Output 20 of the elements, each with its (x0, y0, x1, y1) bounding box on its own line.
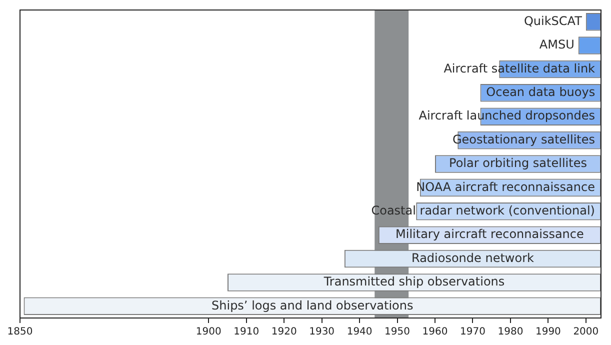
x-tick-label: 1960 (422, 326, 448, 338)
y-tick-label: Military aircraft reconnaissance (396, 227, 584, 242)
x-tick-label: 1910 (234, 326, 260, 338)
x-tick-label: 1950 (384, 326, 410, 338)
y-tick-label: Polar orbiting satellites (449, 156, 587, 170)
x-tick-label: 1850 (7, 326, 33, 338)
y-tick-label: Ocean data buoys (486, 85, 596, 100)
y-tick-label: QuikSCAT (524, 14, 583, 28)
x-tick-label: 1980 (498, 326, 524, 338)
x-tick-label: 1970 (460, 326, 486, 338)
x-tick-label: 1920 (271, 326, 297, 338)
y-tick-label: Radiosonde network (411, 250, 534, 265)
x-tick-label: 2000 (573, 326, 599, 338)
x-tick-label: 1990 (535, 326, 561, 338)
x-tick-label: 1900 (196, 326, 222, 338)
x-tick-label: 1930 (309, 326, 335, 338)
x-tick-label: 1940 (346, 326, 372, 338)
y-tick-label: Transmitted ship observations (322, 274, 505, 289)
y-tick-label: AMSU (539, 38, 574, 52)
y-tick-label: Ships’ logs and land observations (212, 298, 414, 312)
